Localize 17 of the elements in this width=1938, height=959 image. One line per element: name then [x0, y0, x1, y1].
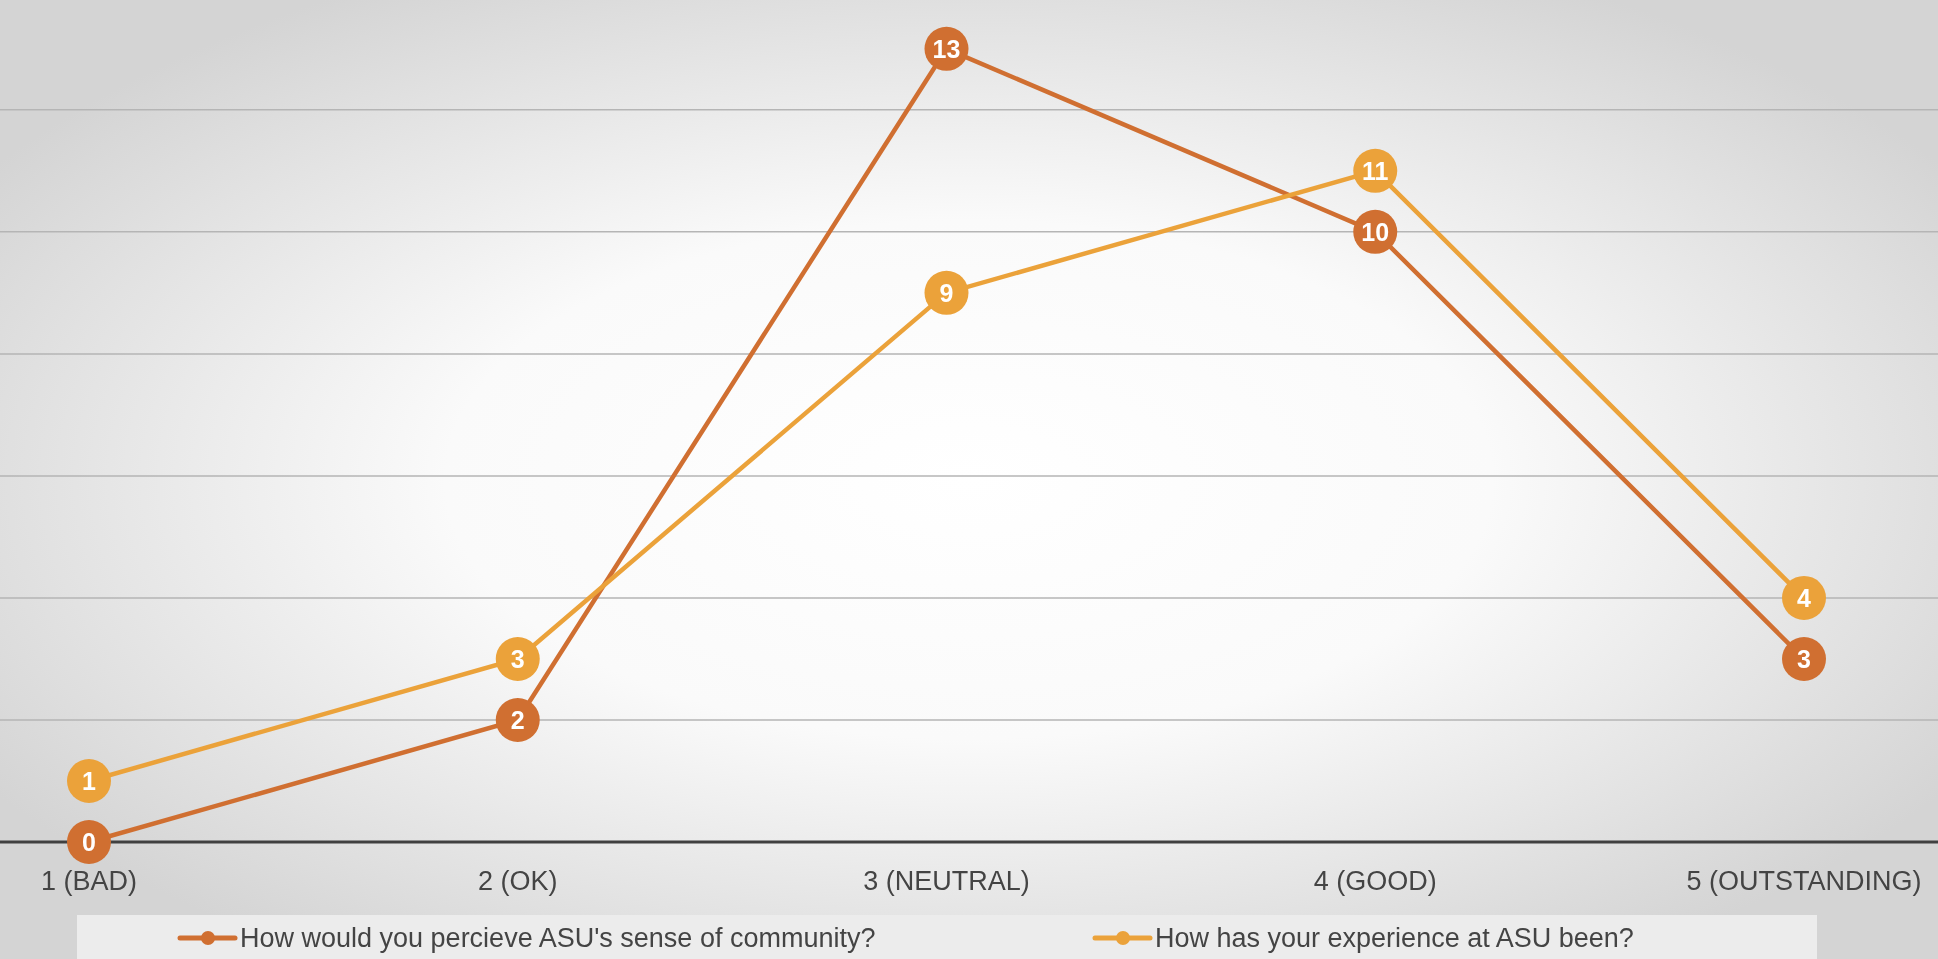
data-label: 2 — [510, 705, 525, 734]
data-label: 11 — [1362, 156, 1389, 185]
data-label: 3 — [1797, 644, 1811, 673]
data-label: 9 — [939, 278, 954, 307]
x-tick-label: 3 (NEUTRAL) — [863, 866, 1030, 896]
data-label: 1 — [82, 766, 97, 795]
data-label: 10 — [1361, 217, 1390, 246]
legend-label: How has your experience at ASU been? — [1155, 923, 1634, 954]
data-label: 3 — [510, 644, 525, 673]
x-tick-label: 1 (BAD) — [40, 866, 138, 896]
data-label: 13 — [932, 34, 961, 63]
x-tick-label: 2 (OK) — [477, 866, 558, 896]
x-tick-label: 4 (GOOD) — [1313, 866, 1437, 896]
data-label: 0 — [82, 827, 96, 856]
data-label: 4 — [1797, 583, 1812, 612]
legend-label: How would you percieve ASU's sense of community? — [240, 923, 876, 954]
x-tick-label: 5 (OUTSTANDING) — [1686, 866, 1922, 896]
